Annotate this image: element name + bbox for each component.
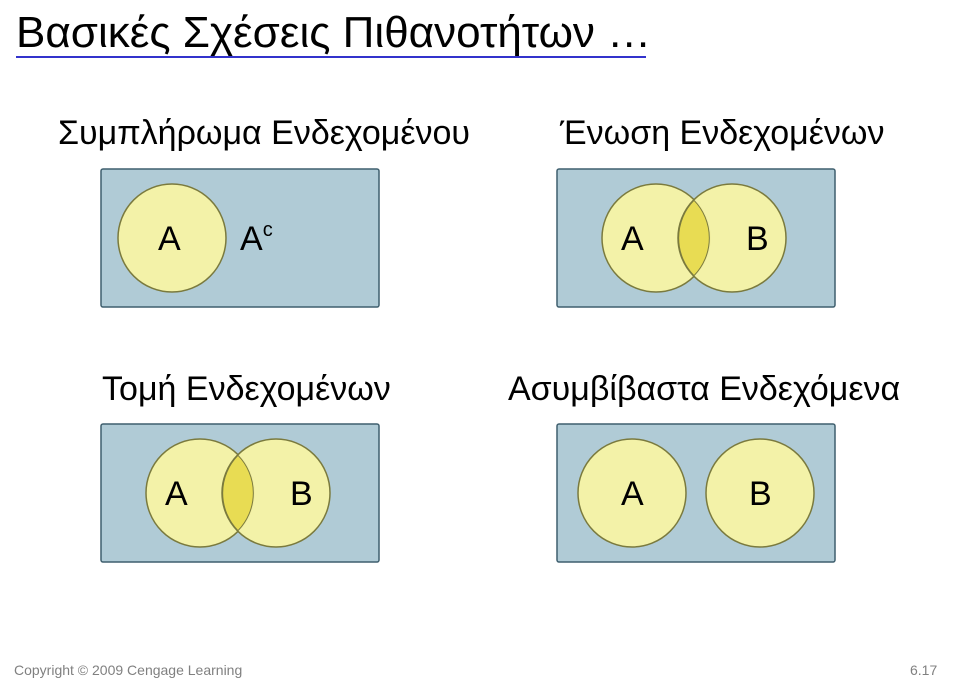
caption-mutually-exclusive: Ασυμβίβαστα Ενδεχόμενα <box>508 370 900 409</box>
venn-union-label-b: B <box>746 220 769 258</box>
venn-mutually-exclusive: A B <box>556 423 836 563</box>
venn-union-label-a: A <box>621 220 644 258</box>
caption-intersection: Τομή Ενδεχομένων <box>102 370 391 409</box>
caption-complement: Συμπλήρωμα Ενδεχομένου <box>58 114 470 153</box>
slide-title: Βασικές Σχέσεις Πιθανοτήτων … <box>16 8 651 58</box>
venn-me-label-a: A <box>621 475 644 513</box>
venn-intersection-label-b: B <box>290 475 313 513</box>
footer-copyright: Copyright © 2009 Cengage Learning <box>14 662 242 678</box>
title-underline <box>16 56 646 58</box>
footer-page-number: 6.17 <box>910 662 937 678</box>
venn-intersection-label-a: A <box>165 475 188 513</box>
venn-intersection: A B <box>100 423 380 563</box>
venn-me-label-b: B <box>749 475 772 513</box>
venn-complement-label-a: A <box>158 220 181 258</box>
caption-union: Ένωση Ενδεχομένων <box>560 114 884 153</box>
venn-union: A B <box>556 168 836 308</box>
venn-complement: A Ac <box>100 168 380 308</box>
